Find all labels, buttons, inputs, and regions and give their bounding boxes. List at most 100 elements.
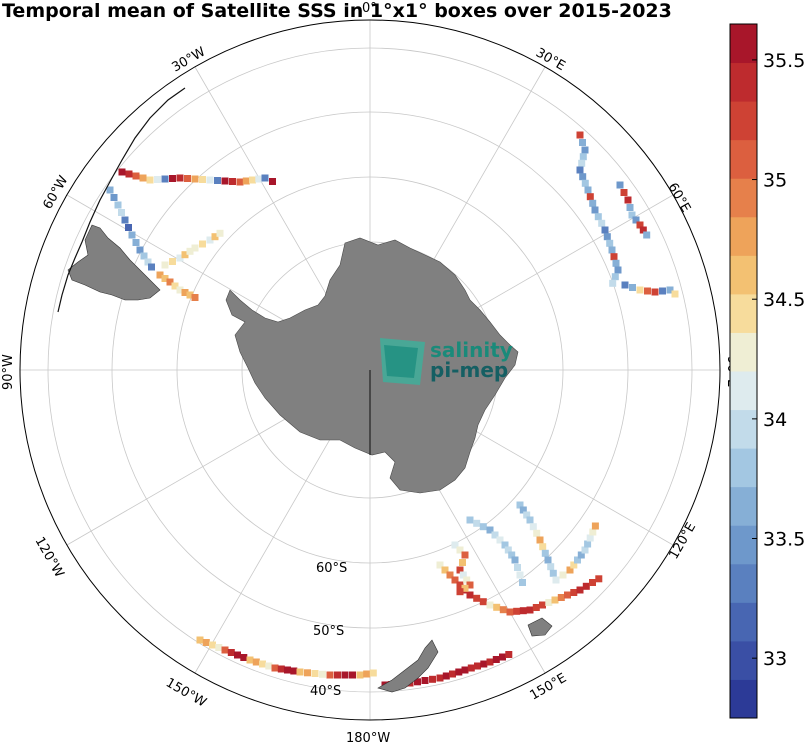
colorbar-swatch <box>730 62 757 102</box>
sss-cell <box>480 660 488 668</box>
parallel-label-40s: 40°S <box>310 684 341 699</box>
sss-cell <box>114 201 122 209</box>
sss-cell <box>486 658 494 666</box>
sss-cell <box>526 606 534 614</box>
sss-cell <box>459 571 467 579</box>
sss-cell <box>176 286 184 294</box>
sss-cell <box>125 224 132 231</box>
sss-cell <box>473 519 481 527</box>
sss-cell <box>564 591 571 599</box>
sss-cell <box>265 662 273 670</box>
sss-cell <box>610 253 618 261</box>
sss-cell <box>511 556 519 564</box>
sss-cell <box>206 236 214 244</box>
south-america-tip <box>67 224 161 301</box>
sss-cell <box>449 670 456 678</box>
colorbar-swatch <box>730 448 757 488</box>
sss-cell <box>121 216 129 224</box>
sss-cell <box>246 656 254 664</box>
sss-cell <box>459 559 466 566</box>
sss-cell <box>586 534 594 542</box>
sss-cell <box>211 233 219 241</box>
sss-cell <box>349 671 356 679</box>
sss-cell <box>541 549 549 557</box>
sss-cell <box>621 281 629 289</box>
sss-cell <box>516 571 524 579</box>
sss-cell <box>240 654 248 661</box>
sss-cell <box>110 194 118 201</box>
sss-cell <box>191 294 199 301</box>
sss-cell <box>176 174 184 182</box>
sss-cell <box>636 221 644 229</box>
sss-cell <box>139 174 147 182</box>
colorbar-tick-label: 34 <box>763 409 787 431</box>
tasmania <box>527 617 553 637</box>
sss-cell <box>461 551 469 559</box>
sss-cell <box>277 665 285 673</box>
sss-cell <box>184 175 191 182</box>
sss-cell <box>269 178 276 185</box>
sss-cell <box>544 556 552 564</box>
sss-cell <box>576 586 584 594</box>
sss-cell <box>581 546 589 554</box>
sss-cell <box>539 601 546 609</box>
sss-cell <box>519 506 527 514</box>
sss-cell <box>186 247 194 255</box>
sss-cell <box>629 284 636 291</box>
sss-cell <box>369 669 377 677</box>
sss-cell <box>229 178 236 185</box>
sss-cell <box>227 649 235 656</box>
sss-cell <box>666 286 674 294</box>
sss-cell <box>589 528 597 536</box>
sss-cell <box>436 674 444 682</box>
sss-cell <box>594 213 602 221</box>
sss-cell <box>545 599 553 606</box>
sss-cell <box>659 287 666 295</box>
coastline-west <box>57 87 186 313</box>
colorbar-swatch <box>730 640 757 680</box>
sss-cell <box>148 263 155 271</box>
sss-cell <box>215 644 223 651</box>
sss-cell <box>612 259 620 267</box>
colorbar-swatch <box>730 293 757 333</box>
sss-cell <box>466 581 474 589</box>
sss-cell <box>284 666 291 674</box>
sss-cell <box>473 594 481 602</box>
sss-cell <box>628 211 636 219</box>
sss-cell <box>591 522 599 530</box>
colorbar-swatch <box>730 139 757 179</box>
colorbar-swatch <box>730 486 757 526</box>
sss-cell <box>671 290 679 298</box>
sss-cell <box>486 526 494 534</box>
colorbar-swatch <box>730 679 757 719</box>
sss-cell <box>606 239 614 247</box>
sss-cell <box>624 196 632 204</box>
sss-cell <box>493 603 501 611</box>
colorbar-swatch <box>730 563 757 603</box>
sss-cell <box>176 254 184 262</box>
sss-cell <box>552 576 560 584</box>
logo-line1: salinity <box>430 338 513 362</box>
sss-cell <box>196 636 204 644</box>
sss-cell <box>532 604 540 611</box>
colorbar-swatch <box>730 409 757 449</box>
sss-cell <box>579 153 587 161</box>
sss-cell <box>186 291 194 299</box>
parallel-label-50s: 50°S <box>313 624 344 639</box>
sss-cell <box>616 181 624 189</box>
sss-cell <box>581 179 589 187</box>
sss-cell <box>456 581 464 589</box>
sss-cell <box>154 176 161 183</box>
sss-cell <box>144 258 152 266</box>
sss-cell <box>533 529 541 537</box>
sss-cell <box>639 226 647 234</box>
sss-cell <box>446 571 454 579</box>
sss-cell <box>171 282 179 290</box>
sss-cell <box>589 579 596 586</box>
sss-cell <box>508 551 516 559</box>
sss-cell <box>221 177 229 185</box>
sss-cell <box>514 564 521 571</box>
sss-cell <box>523 511 531 519</box>
sss-cell <box>519 607 527 615</box>
